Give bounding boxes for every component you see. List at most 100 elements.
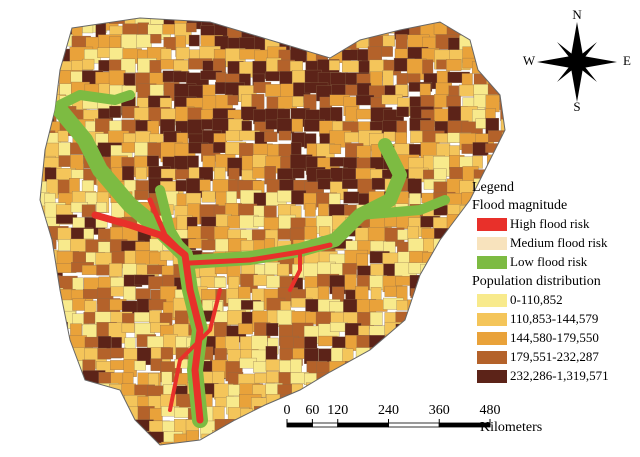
population-cell bbox=[40, 312, 52, 331]
population-cell bbox=[382, 35, 395, 47]
population-cell bbox=[328, 18, 352, 25]
population-cell bbox=[460, 215, 473, 233]
population-cell bbox=[473, 169, 494, 179]
population-cell bbox=[40, 325, 53, 342]
population-cell bbox=[449, 406, 467, 422]
population-cell bbox=[341, 49, 359, 61]
population-cell bbox=[212, 430, 226, 445]
population-cell bbox=[173, 59, 189, 72]
population-cell bbox=[420, 359, 433, 379]
population-cell bbox=[410, 442, 428, 445]
population-cell bbox=[109, 47, 125, 61]
population-cell bbox=[343, 191, 360, 204]
population-cell bbox=[343, 371, 357, 388]
population-cell bbox=[44, 358, 69, 379]
population-cell bbox=[407, 73, 421, 84]
population-cell bbox=[514, 85, 532, 105]
population-cell bbox=[423, 300, 438, 312]
population-cell bbox=[317, 383, 339, 402]
population-cell bbox=[43, 24, 57, 43]
population-cell bbox=[433, 323, 449, 343]
population-cell bbox=[44, 59, 61, 70]
population-cell bbox=[267, 409, 279, 425]
river-low bbox=[355, 195, 450, 220]
population-cell bbox=[292, 167, 305, 179]
population-cell bbox=[57, 406, 79, 425]
population-cell bbox=[110, 444, 124, 445]
river-high bbox=[168, 288, 222, 412]
population-cell bbox=[265, 346, 278, 362]
population-cell bbox=[304, 443, 316, 445]
population-cell bbox=[461, 311, 473, 322]
population-cell bbox=[265, 430, 277, 443]
population-cell bbox=[370, 372, 389, 388]
legend-swatch bbox=[477, 218, 507, 231]
population-cell bbox=[356, 82, 372, 97]
compass-needle bbox=[557, 62, 577, 82]
population-cell bbox=[264, 131, 278, 142]
population-cell bbox=[448, 337, 463, 351]
compass-label: W bbox=[523, 53, 536, 68]
population-cell bbox=[70, 420, 88, 436]
population-cell bbox=[447, 310, 471, 323]
population-cell bbox=[40, 348, 55, 365]
population-cell bbox=[40, 264, 45, 286]
population-cell bbox=[225, 419, 249, 440]
population-cell bbox=[395, 323, 419, 342]
population-cell bbox=[472, 18, 496, 24]
population-cell bbox=[501, 132, 505, 152]
population-cell bbox=[293, 24, 315, 35]
population-cell bbox=[487, 83, 504, 96]
population-cell bbox=[433, 445, 443, 452]
population-cell bbox=[202, 444, 216, 445]
population-cell bbox=[514, 118, 533, 129]
population-cell bbox=[356, 21, 380, 32]
population-cell bbox=[228, 118, 243, 132]
population-cell bbox=[381, 18, 402, 29]
population-cell bbox=[251, 444, 274, 445]
population-cell bbox=[409, 335, 428, 349]
scale-segment bbox=[337, 422, 389, 428]
population-cell bbox=[160, 347, 174, 360]
population-cell bbox=[57, 360, 81, 372]
population-cell bbox=[436, 274, 448, 290]
population-cell bbox=[254, 420, 272, 439]
population-cell bbox=[45, 311, 66, 328]
population-cell bbox=[433, 265, 457, 280]
population-cell bbox=[40, 394, 47, 414]
population-cell bbox=[486, 169, 505, 181]
population-cell bbox=[486, 18, 505, 30]
legend-swatch bbox=[477, 294, 507, 307]
population-cell bbox=[332, 25, 346, 42]
population-cell bbox=[382, 70, 394, 88]
population-cell bbox=[96, 202, 107, 213]
population-cell bbox=[56, 337, 72, 353]
population-cell bbox=[459, 383, 473, 397]
population-cell bbox=[487, 25, 505, 46]
population-cell bbox=[263, 443, 285, 445]
population-cell bbox=[40, 382, 45, 394]
population-cell bbox=[71, 409, 94, 422]
population-cell bbox=[124, 442, 136, 445]
population-cell bbox=[343, 383, 365, 405]
population-cell bbox=[499, 443, 505, 445]
scale-bar: 0 60 120 240 360 480 Kilometers bbox=[284, 403, 543, 435]
population-cell bbox=[474, 48, 492, 64]
population-cell bbox=[342, 433, 355, 445]
population-cell bbox=[123, 286, 136, 301]
population-cell bbox=[395, 418, 415, 440]
population-cell bbox=[251, 432, 273, 445]
population-cell bbox=[461, 443, 486, 445]
population-cell bbox=[357, 370, 373, 384]
population-cell bbox=[69, 443, 83, 445]
population-cell bbox=[342, 23, 358, 41]
population-cell bbox=[461, 325, 472, 338]
population-cell bbox=[277, 22, 299, 44]
population-cell bbox=[226, 191, 237, 204]
population-cell bbox=[96, 264, 110, 276]
population-cell bbox=[462, 288, 478, 310]
population-cell bbox=[409, 193, 421, 206]
population-cell bbox=[45, 349, 62, 361]
population-cell bbox=[188, 34, 200, 47]
